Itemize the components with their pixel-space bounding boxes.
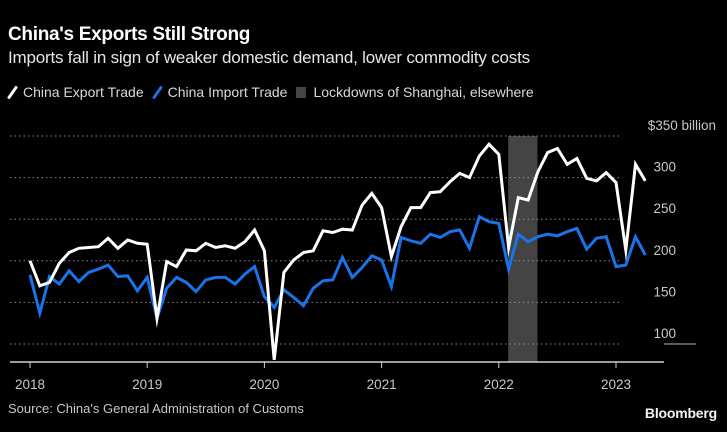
legend-label-import: China Import Trade [167, 84, 288, 100]
legend-label-export: China Export Trade [23, 84, 144, 100]
bloomberg-logo: Bloomberg [644, 405, 717, 421]
chart-title: China's Exports Still Strong [8, 24, 251, 45]
chart-subtitle: Imports fall in sign of weaker domestic … [8, 48, 530, 67]
legend-item-import: China Import Trade [153, 84, 288, 100]
x-tick-label: 2019 [132, 377, 162, 392]
y-tick-label: 150 [653, 284, 676, 299]
x-tick-label: 2020 [249, 377, 279, 392]
legend-item-lockdown: Lockdowns of Shanghai, elsewhere [296, 84, 534, 100]
lockdown-band-swatch-icon [296, 86, 307, 98]
y-tick-label: $350 billion [648, 118, 716, 133]
y-tick-label: 250 [653, 201, 676, 216]
x-tick-label: 2022 [484, 377, 514, 392]
legend-label-lockdown: Lockdowns of Shanghai, elsewhere [313, 84, 534, 100]
lockdown-shaded-band [508, 136, 538, 362]
legend-item-export: China Export Trade [8, 84, 144, 100]
x-tick-label: 2021 [367, 377, 397, 392]
y-tick-label: 100 [653, 326, 676, 341]
source-note: Source: China's General Administration o… [8, 401, 304, 416]
x-tick-label: 2018 [15, 377, 45, 392]
y-tick-label: 300 [653, 160, 676, 175]
export-series-line [28, 142, 647, 360]
x-tick-label: 2023 [601, 377, 631, 392]
import-series-line [28, 214, 647, 324]
y-tick-label: 200 [653, 243, 676, 258]
legend: China Export Trade China Import Trade Lo… [8, 84, 543, 100]
